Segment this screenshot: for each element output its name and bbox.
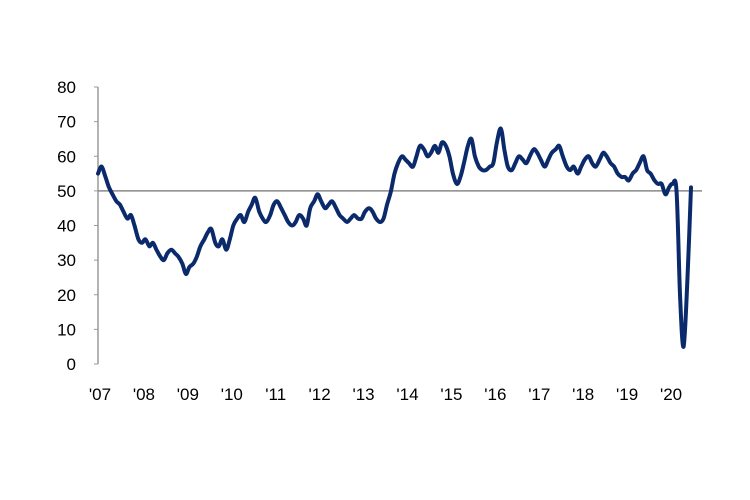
y-tick-label: 10	[57, 320, 76, 339]
x-tick-label: '14	[396, 385, 418, 404]
x-tick-label: '08	[133, 385, 155, 404]
x-tick-label: '17	[528, 385, 550, 404]
x-tick-label: '09	[177, 385, 199, 404]
y-tick-label: 40	[57, 217, 76, 236]
y-tick-label: 20	[57, 286, 76, 305]
x-tick-label: '11	[265, 385, 286, 404]
x-tick-label: '07	[89, 385, 111, 404]
series-line	[96, 126, 693, 349]
y-axis-ticks: 0 10 20 30 40 50 60 70 80	[57, 78, 98, 374]
x-tick-label: '19	[616, 385, 638, 404]
x-tick-label: '15	[440, 385, 462, 404]
x-tick-label: '10	[221, 385, 243, 404]
x-tick-label: '12	[309, 385, 331, 404]
y-tick-label: 30	[57, 251, 76, 270]
y-tick-label: 80	[57, 78, 76, 97]
x-tick-label: '18	[572, 385, 594, 404]
y-tick-label: 60	[57, 147, 76, 166]
x-axis-ticks: '07 '08 '09 '10 '11 '12 '13 '14 '15 '16 '17 '18 '19 '…	[89, 385, 682, 404]
y-tick-label: 70	[57, 113, 76, 132]
x-tick-label: '20	[660, 385, 682, 404]
y-tick-label: 50	[57, 182, 76, 201]
x-tick-label: '13	[352, 385, 374, 404]
y-tick-label: 0	[67, 355, 76, 374]
x-tick-label: '16	[484, 385, 506, 404]
